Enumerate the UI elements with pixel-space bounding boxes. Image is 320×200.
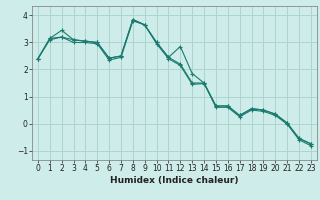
X-axis label: Humidex (Indice chaleur): Humidex (Indice chaleur) [110, 176, 239, 185]
